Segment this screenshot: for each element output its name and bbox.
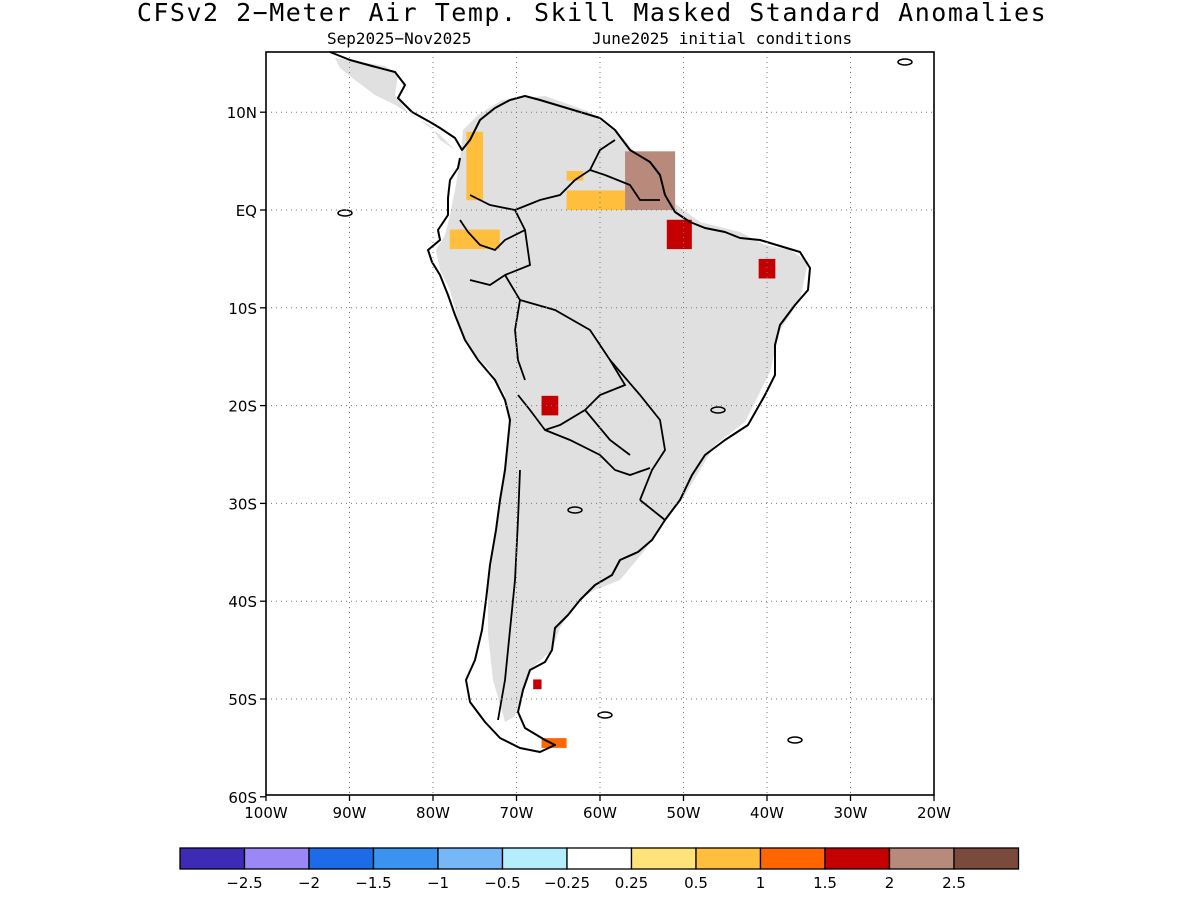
country-border [609,359,666,501]
country-border [514,169,606,211]
colorbar-swatch [179,847,246,870]
colorbar-label: −0.5 [484,874,520,892]
anomaly-amapa-para [666,219,692,250]
longitude-tick-label: 90W [333,804,367,822]
country-border [544,429,651,476]
latitude-tick-label: 30S [228,495,257,513]
longitude-tick-label: 40W [750,804,784,822]
colorbar-swatch [824,847,891,870]
latitude-tick-label: 10S [228,300,257,318]
longitude-axis: 100W 90W 80W 70W 60W 50W 40W 30W 20W [244,795,951,822]
lagoon-island [567,506,583,514]
colorbar-swatch [243,847,310,870]
colorbar-label: 1 [756,874,766,892]
longitude-tick-label: 50W [667,804,701,822]
colorbar-label: 0.5 [684,874,708,892]
anomaly-ceara [758,258,776,279]
country-border [497,469,521,721]
anomaly-northern-amazon [566,190,626,210]
skill-mask-area [436,96,808,722]
colorbar-label: −1.5 [355,874,391,892]
galapagos-islands [337,209,353,217]
colorbar-label: 1.5 [813,874,837,892]
colorbar-label: −0.25 [544,874,590,892]
colorbar-swatch [759,847,826,870]
latitude-tick-label: 60S [228,789,257,807]
colorbar-swatch [630,847,697,870]
colorbar-swatch [437,847,504,870]
colorbar-swatch [566,847,633,870]
country-border [639,499,666,521]
latitude-tick-label: 50S [228,691,257,709]
colorbar-swatch [695,847,762,870]
map-title: CFSv2 2−Meter Air Temp. Skill Masked Sta… [136,0,1048,27]
latitude-tick-label: 20S [228,398,257,416]
anomaly-patagonia [533,679,542,690]
anomaly-colombia-west [466,131,484,201]
coastal-island [710,406,726,414]
anomaly-bolivia [541,395,559,416]
longitude-tick-label: 30W [834,804,868,822]
atlantic-island [897,58,913,66]
latitude-tick-label: 10N [227,104,257,122]
longitude-tick-label: 80W [416,804,450,822]
colorbar-swatch [501,847,568,870]
country-border [589,139,616,171]
falkland-islands [597,711,613,719]
country-border [584,409,631,456]
colorbar-label: 0.25 [615,874,648,892]
colorbar-label: −2 [298,874,320,892]
colorbar-swatch [953,847,1020,870]
colorbar-label: 2 [885,874,895,892]
latitude-tick-label: 40S [228,593,257,611]
longitude-tick-label: 60W [583,804,617,822]
colorbar-swatch [888,847,955,870]
country-border [517,299,627,432]
colorbar-label: −2.5 [226,874,262,892]
longitude-tick-label: 70W [500,804,534,822]
initial-conditions-label: June2025 initial conditions [592,29,853,48]
colorbar-swatch [372,847,439,870]
latitude-axis: 10N EQ 10S 20S 30S 40S 50S 60S [227,104,266,807]
country-border [459,194,527,252]
anomaly-tierra-del-fuego [541,738,567,748]
central-america-mask [335,58,455,150]
longitude-tick-label: 20W [917,804,951,822]
country-border [504,274,526,381]
map-panel [265,51,935,796]
colorbar-swatch [308,847,375,870]
longitude-tick-label: 100W [244,804,288,822]
season-label: Sep2025−Nov2025 [327,29,472,48]
latitude-tick-label: EQ [236,202,257,220]
south-georgia-island [787,736,803,744]
anomaly-venezuela-south [566,170,584,181]
coastline [329,51,811,753]
country-border [604,174,660,201]
colorbar-label: −1 [427,874,449,892]
color-legend: −2.5 −2 −1.5 −1 −0.5 −0.25 0.25 0.5 1 1.5 2 2.5 [179,847,1020,892]
colorbar-label: 2.5 [942,874,966,892]
